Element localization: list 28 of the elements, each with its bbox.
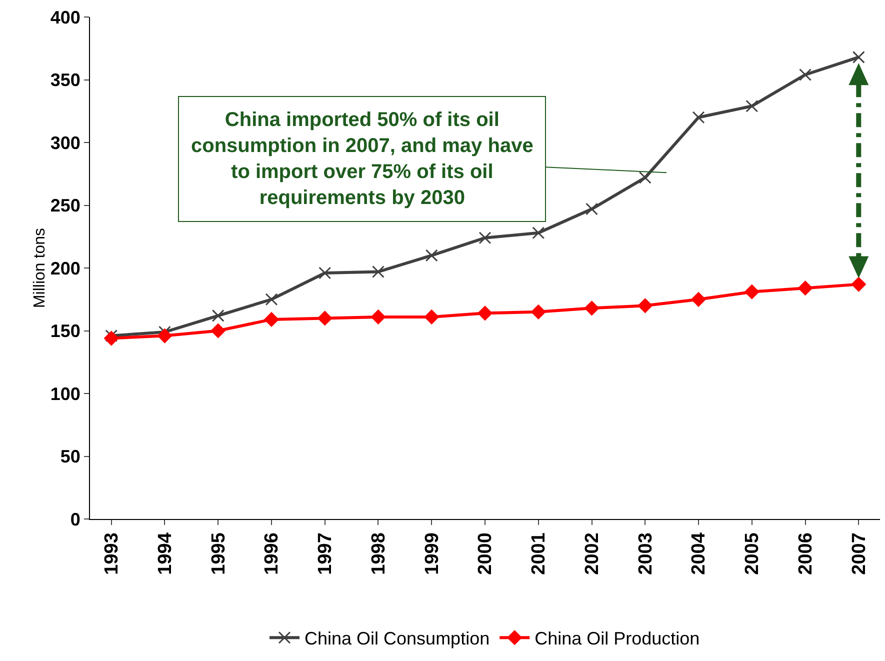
y-tick-label: 100 [50,384,80,404]
x-tick-label: 2001 [528,532,550,575]
legend-label: China Oil Production [534,628,700,649]
y-tick-label: 0 [70,509,80,530]
x-tick-label: 2006 [795,532,816,575]
y-tick-label: 50 [60,446,80,467]
y-tick-label: 200 [50,258,80,278]
x-tick-label: 1997 [315,532,336,575]
x-tick-label: 1999 [422,532,443,575]
x-tick-label: 2007 [848,532,870,575]
x-tick-label: 2002 [582,532,603,575]
x-tick-label: 1993 [102,532,123,575]
y-tick-label: 150 [50,321,80,342]
x-tick-label: 2004 [688,532,710,575]
y-axis-title: Million tons [31,228,48,308]
legend-label: China Oil Consumption [304,628,490,649]
x-tick-label: 1996 [262,532,283,575]
x-tick-label: 1995 [208,532,230,575]
y-tick-label: 400 [50,7,80,28]
annotation: China imported 50% of its oil consumption in 2007, and may have to import over 75% of its oil requirements by 2030 [191,109,534,209]
x-tick-label: 1998 [368,532,390,575]
x-tick-label: 2000 [475,532,496,575]
y-tick-label: 300 [50,132,80,153]
x-tick-label: 2005 [742,532,764,575]
x-tick-label: 1994 [154,532,176,575]
y-tick-label: 250 [50,196,80,216]
x-tick-label: 2003 [635,532,656,575]
y-tick-label: 350 [50,70,80,90]
